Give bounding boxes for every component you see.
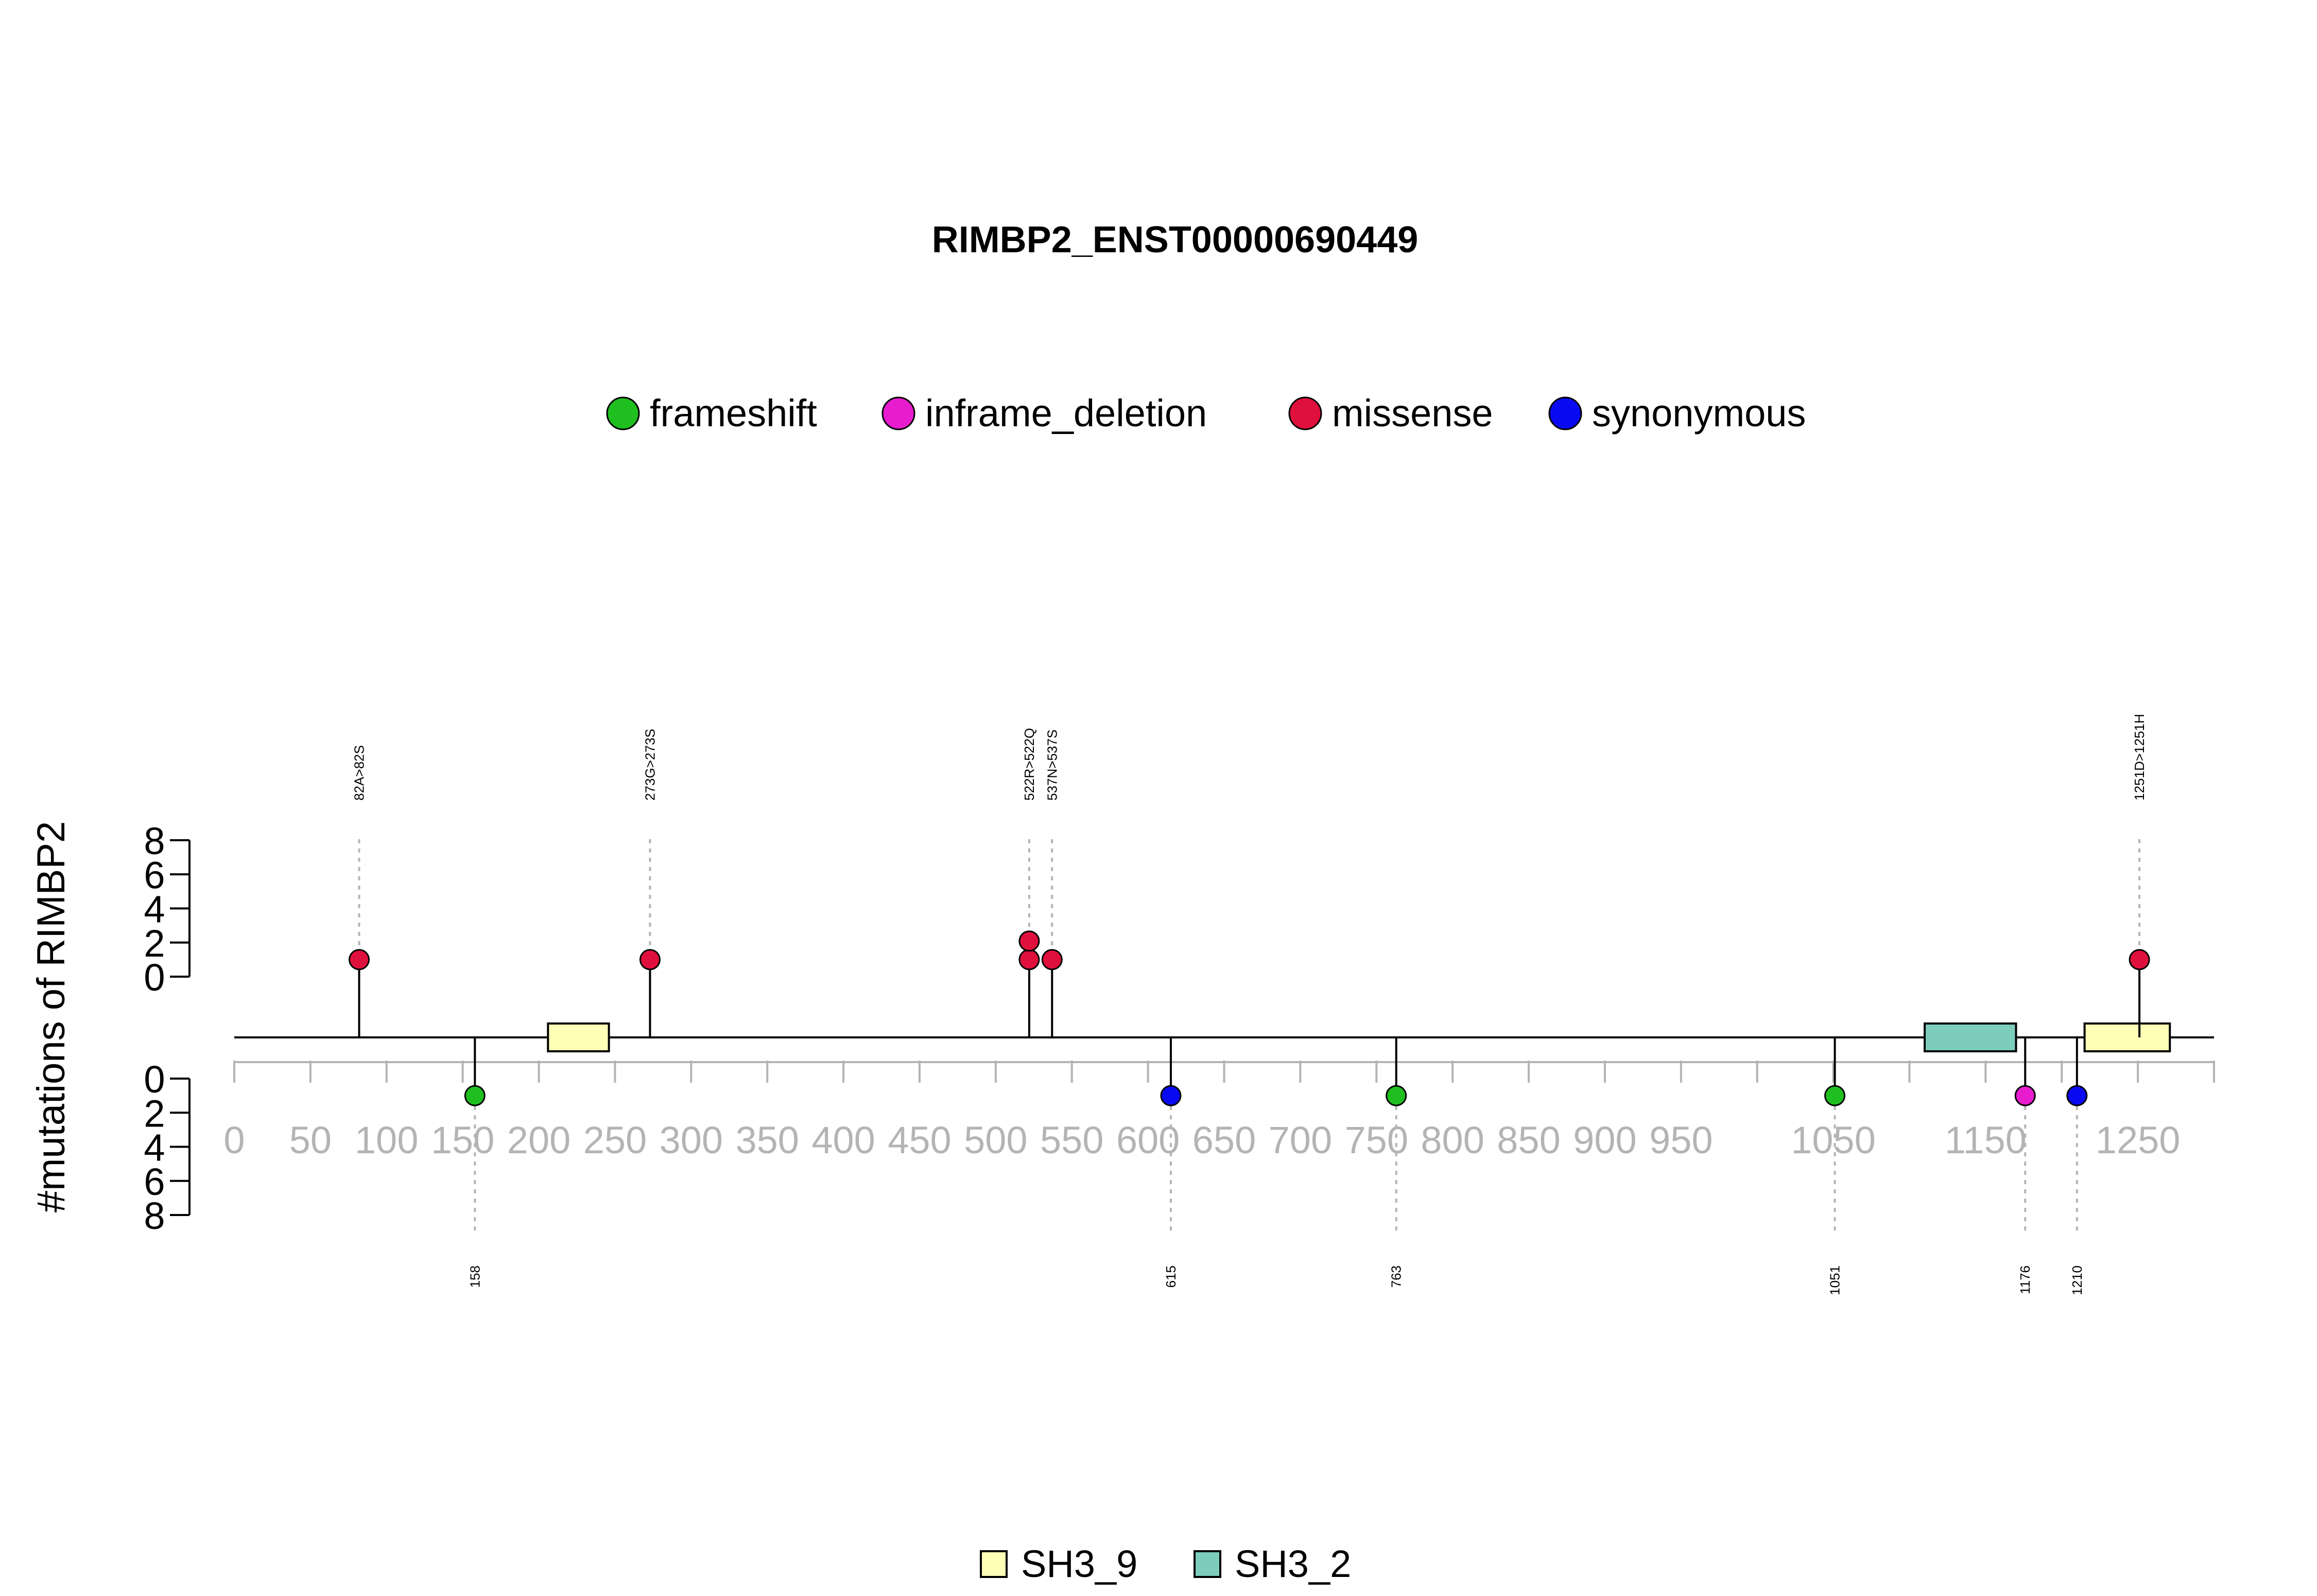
bottom-mutation-point bbox=[1824, 1085, 1846, 1106]
top-mutation-point bbox=[1018, 930, 1040, 952]
bottom-mutation-label: 615 bbox=[1163, 1265, 1179, 1288]
bottom-y-tick-label: 2 bbox=[144, 1092, 165, 1135]
top-mutation-label: 1251D>1251H bbox=[2132, 714, 2147, 801]
legend-marker-synonymous bbox=[1548, 396, 1582, 430]
domain-legend-swatch-SH3_2 bbox=[1194, 1550, 1221, 1578]
legend-marker-inframe_deletion bbox=[881, 396, 915, 430]
x-tick-label: 750 bbox=[1345, 1119, 1408, 1161]
top-mutation-point bbox=[639, 949, 661, 970]
x-tick-label: 500 bbox=[964, 1119, 1027, 1161]
x-tick-label: 550 bbox=[1040, 1119, 1103, 1161]
x-tick-label: 400 bbox=[811, 1119, 875, 1161]
legend-label-frameshift: frameshift bbox=[650, 392, 817, 435]
x-tick-label: 450 bbox=[888, 1119, 951, 1161]
domain-SH3_9 bbox=[2083, 1022, 2171, 1052]
x-tick-label: 1150 bbox=[1945, 1119, 2027, 1161]
top-mutation-point bbox=[1041, 949, 1063, 970]
bottom-y-tick-label: 0 bbox=[144, 1058, 165, 1101]
x-tick-label: 50 bbox=[289, 1119, 332, 1161]
domain-legend-label-SH3_9: SH3_9 bbox=[1021, 1542, 1137, 1585]
legend-label-synonymous: synonymous bbox=[1592, 392, 1806, 435]
bottom-mutation-label: 1176 bbox=[2017, 1265, 2033, 1294]
top-y-tick-label: 2 bbox=[144, 922, 165, 965]
x-tick-label: 700 bbox=[1269, 1119, 1332, 1161]
bottom-mutation-point bbox=[1160, 1085, 1182, 1106]
legend-label-missense: missense bbox=[1332, 392, 1493, 435]
x-tick-label: 800 bbox=[1421, 1119, 1484, 1161]
legend-label-inframe_deletion: inframe_deletion bbox=[925, 392, 1207, 435]
bottom-mutation-label: 158 bbox=[467, 1265, 482, 1288]
x-tick-label: 850 bbox=[1497, 1119, 1560, 1161]
x-tick-label: 900 bbox=[1573, 1119, 1636, 1161]
x-tick-label: 100 bbox=[355, 1119, 418, 1161]
top-mutation-label: 522R>522Q bbox=[1022, 728, 1037, 801]
top-mutation-label: 537N>537S bbox=[1044, 730, 1060, 801]
x-tick-label: 1250 bbox=[2096, 1119, 2181, 1161]
x-tick-label: 0 bbox=[223, 1119, 245, 1161]
top-mutation-label: 273G>273S bbox=[642, 728, 658, 801]
top-y-tick-label: 6 bbox=[144, 854, 165, 896]
x-tick-label: 600 bbox=[1116, 1119, 1180, 1161]
x-tick-label: 200 bbox=[507, 1119, 570, 1161]
top-y-tick-label: 0 bbox=[144, 956, 165, 999]
top-y-tick-label: 4 bbox=[144, 888, 165, 931]
x-tick-label: 250 bbox=[583, 1119, 647, 1161]
x-tick-label: 150 bbox=[431, 1119, 494, 1161]
bottom-mutation-label: 763 bbox=[1389, 1265, 1404, 1288]
bottom-y-tick-label: 8 bbox=[144, 1194, 165, 1237]
x-tick-label: 300 bbox=[660, 1119, 723, 1161]
legend-marker-frameshift bbox=[606, 396, 640, 430]
top-mutation-point bbox=[349, 949, 370, 970]
legend-marker-missense bbox=[1288, 396, 1322, 430]
x-tick-label: 350 bbox=[735, 1119, 799, 1161]
bottom-mutation-point bbox=[464, 1085, 486, 1106]
x-tick-label: 950 bbox=[1649, 1119, 1713, 1161]
top-mutation-label: 82A>82S bbox=[352, 745, 367, 801]
top-y-tick-label: 8 bbox=[144, 820, 165, 862]
bottom-mutation-point bbox=[2014, 1085, 2036, 1106]
mutation-type-legend: frameshift inframe_deletion missense synony… bbox=[606, 392, 1806, 435]
top-mutation-point bbox=[2129, 949, 2150, 970]
bottom-mutation-point bbox=[2066, 1085, 2088, 1106]
y-axis-label: #mutations of RIMBP2 bbox=[29, 821, 73, 1212]
bottom-mutation-label: 1210 bbox=[2069, 1265, 2085, 1295]
bottom-y-tick-label: 4 bbox=[144, 1126, 165, 1169]
x-tick-label: 1050 bbox=[1791, 1119, 1876, 1161]
domain-legend: SH3_9 SH3_2 bbox=[980, 1542, 1351, 1585]
bottom-mutation-point bbox=[1386, 1085, 1407, 1106]
domain-SH3_2 bbox=[1924, 1022, 2017, 1052]
domain-legend-label-SH3_2: SH3_2 bbox=[1235, 1542, 1351, 1585]
chart-title: RIMBP2_ENST00000690449 bbox=[932, 219, 1419, 261]
domain-legend-swatch-SH3_9 bbox=[980, 1550, 1008, 1578]
x-tick-label: 650 bbox=[1192, 1119, 1256, 1161]
top-mutation-point bbox=[1018, 949, 1040, 970]
bottom-y-tick-label: 6 bbox=[144, 1160, 165, 1203]
domain-SH3_9 bbox=[547, 1022, 610, 1052]
bottom-mutation-label: 1051 bbox=[1827, 1265, 1843, 1295]
